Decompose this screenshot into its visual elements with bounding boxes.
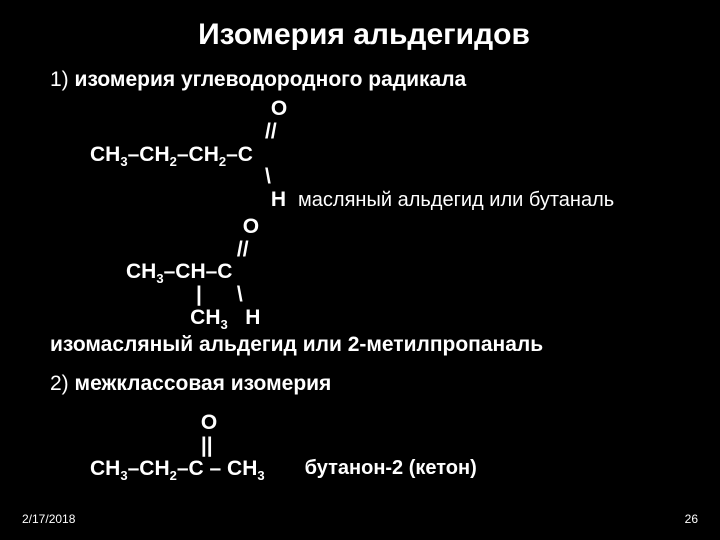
footer-date: 2/17/2018 [22, 512, 75, 526]
formula-butanal-back: \ [36, 166, 692, 189]
formula-isobutanal-o: O [36, 216, 692, 239]
section-2-label: межклассовая изомерия [75, 372, 332, 395]
formula-butanal-h: H [90, 189, 286, 212]
section-1-label: изомерия углеводородного радикала [75, 68, 467, 91]
section-2-num: 2) [50, 372, 69, 395]
section-2-heading: 2) межклассовая изомерия [36, 370, 692, 398]
formula-isobutanal-chain: CH3–CH–C [36, 261, 692, 284]
formula-butanal-note: масляный альдегид или бутаналь [298, 189, 614, 212]
formula-butanone-dbl: || [36, 435, 692, 458]
formula-isobutanal-branch: | \ [36, 284, 692, 307]
formula-isobutanal-note: изомасляный альдегид или 2-метилпропанал… [36, 331, 692, 359]
section-1-heading: 1) изомерия углеводородного радикала [36, 66, 692, 94]
formula-butanone-o: O [36, 412, 692, 435]
formula-butanal-chain: CH3–CH2–CH2–C [36, 144, 692, 167]
formula-butanone-chain: CH3–CH2–C – CH3 [90, 458, 265, 481]
formula-butanone-note: бутанон-2 (кетон) [277, 457, 477, 480]
page-title: Изомерия альдегидов [36, 18, 692, 52]
formula-butanal-o: O [36, 98, 692, 121]
formula-isobutanal-bottom: CH3 H [36, 307, 692, 330]
footer-page-number: 26 [685, 512, 698, 526]
section-1-num: 1) [50, 68, 69, 91]
formula-butanal-dbl: // [36, 121, 692, 144]
formula-isobutanal-dbl: // [36, 239, 692, 262]
